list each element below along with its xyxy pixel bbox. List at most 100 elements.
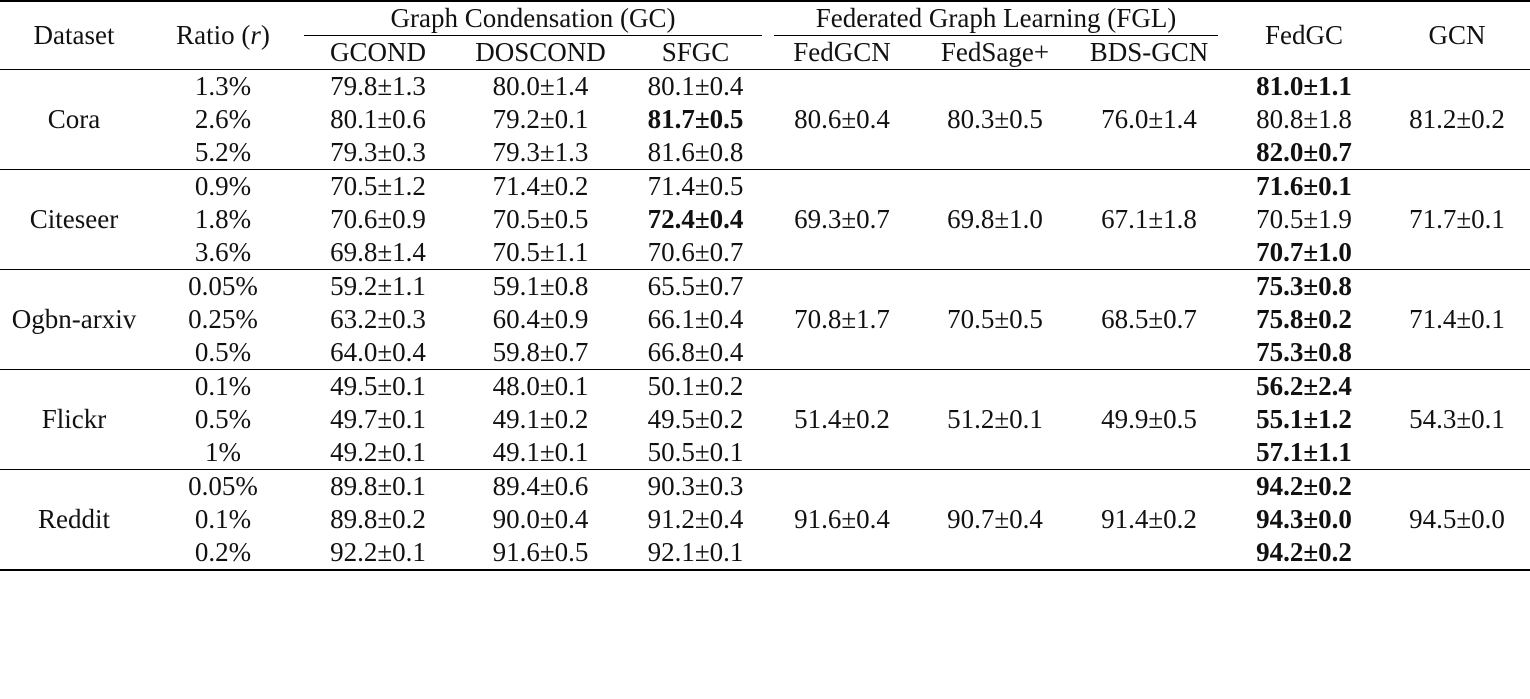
fedgc-cell-value: 56.2±2.4 [1256,371,1352,401]
gcond-cell-value: 64.0±0.4 [330,337,426,367]
gcond-cell-value: 89.8±0.2 [330,504,426,534]
doscond-cell: 48.0±0.1 49.1±0.2 49.1±0.1 [458,370,623,470]
bdsgcn-cell: 68.5±0.7 [1101,304,1197,334]
sfgc-cell-value: 49.5±0.2 [647,404,744,434]
ratio-cell: 0.9% 1.8% 3.6% [148,170,298,270]
header-gcn: GCN [1428,20,1486,50]
fedgc-cell: 94.2±0.2 94.3±0.0 94.2±0.2 [1224,470,1384,571]
sfgc-cell: 65.5±0.7 66.1±0.4 66.8±0.4 [623,270,768,370]
gcn-cell: 94.5±0.0 [1409,504,1505,534]
sfgc-cell-value: 92.1±0.1 [647,537,744,567]
doscond-cell-value: 89.4±0.6 [492,471,589,501]
ratio-cell-value: 1.8% [194,204,252,234]
header-gc-group-label: Graph Condensation (GC) [304,2,762,36]
table-row: Citeseer 0.9% 1.8% 3.6% 70.5±1.2 70.6±0.9 69.8… [0,170,1530,270]
gcond-cell-value: 49.5±0.1 [330,371,426,401]
header-fedgc: FedGC [1265,20,1344,50]
gcond-cell-value: 70.6±0.9 [330,204,426,234]
header-ratio: Ratio (r) [148,1,298,69]
fedgcn-cell: 80.6±0.4 [794,104,890,134]
sfgc-cell: 80.1±0.4 81.7±0.5 81.6±0.8 [623,70,768,170]
doscond-cell-value: 48.0±0.1 [492,371,589,401]
gcond-cell: 49.5±0.1 49.7±0.1 49.2±0.1 [298,370,458,470]
header-fgl-group-label: Federated Graph Learning (FGL) [774,2,1219,36]
sfgc-cell-value: 90.3±0.3 [647,471,744,501]
fedsage-cell: 69.8±1.0 [947,204,1043,234]
sfgc-cell-value: 66.8±0.4 [647,337,744,367]
fedgc-cell-value: 57.1±1.1 [1256,437,1352,467]
ratio-cell: 0.05% 0.25% 0.5% [148,270,298,370]
gcond-cell-value: 70.5±1.2 [330,171,426,201]
sfgc-cell-value: 72.4±0.4 [647,204,744,234]
dataset-cell: Cora [47,104,101,134]
header-bdsgcn: BDS-GCN [1089,37,1209,67]
gcond-cell-value: 49.2±0.1 [330,437,426,467]
sfgc-cell-value: 81.7±0.5 [647,104,744,134]
fedgcn-cell: 69.3±0.7 [794,204,890,234]
fedgc-cell-value: 71.6±0.1 [1256,171,1352,201]
sfgc-cell: 90.3±0.3 91.2±0.4 92.1±0.1 [623,470,768,571]
results-table: Dataset Ratio (r) Graph Condensation (GC… [0,1,1530,571]
gcond-cell: 89.8±0.1 89.8±0.2 92.2±0.1 [298,470,458,571]
doscond-cell: 89.4±0.6 90.0±0.4 91.6±0.5 [458,470,623,571]
sfgc-cell: 50.1±0.2 49.5±0.2 50.5±0.1 [623,370,768,470]
gcn-cell: 54.3±0.1 [1409,404,1505,434]
sfgc-cell-value: 65.5±0.7 [647,271,744,301]
fedgc-cell-value: 81.0±1.1 [1256,71,1352,101]
bdsgcn-cell: 91.4±0.2 [1101,504,1197,534]
table-row: Cora 1.3% 2.6% 5.2% 79.8±1.3 80.1±0.6 79.3±0.3… [0,70,1530,170]
ratio-cell: 0.1% 0.5% 1% [148,370,298,470]
gcond-cell-value: 89.8±0.1 [330,471,426,501]
dataset-cell: Reddit [38,504,110,534]
ratio-cell-value: 0.1% [194,371,252,401]
doscond-cell-value: 80.0±1.4 [492,71,589,101]
ratio-cell-value: 1.3% [194,71,252,101]
sfgc-cell-value: 81.6±0.8 [647,137,744,167]
ratio-cell-value: 2.6% [194,104,252,134]
ratio-cell-value: 0.25% [188,304,258,334]
table-body: Cora 1.3% 2.6% 5.2% 79.8±1.3 80.1±0.6 79.3±0.3… [0,70,1530,571]
fedgc-cell-value: 94.2±0.2 [1256,471,1352,501]
fedgc-cell-value: 75.8±0.2 [1256,304,1352,334]
ratio-cell-value: 3.6% [194,237,252,267]
doscond-cell-value: 49.1±0.2 [492,404,589,434]
fedgcn-cell: 70.8±1.7 [794,304,890,334]
sfgc-cell-value: 71.4±0.5 [647,171,744,201]
sfgc-cell: 71.4±0.5 72.4±0.4 70.6±0.7 [623,170,768,270]
fedgc-cell: 81.0±1.1 80.8±1.8 82.0±0.7 [1224,70,1384,170]
header-dataset: Dataset [33,20,115,50]
ratio-cell-value: 0.2% [194,537,252,567]
fedgc-cell-value: 80.8±1.8 [1256,104,1352,134]
ratio-cell-value: 1% [205,437,241,467]
gcond-cell-value: 80.1±0.6 [330,104,426,134]
ratio-cell: 1.3% 2.6% 5.2% [148,70,298,170]
doscond-cell-value: 71.4±0.2 [492,171,589,201]
gcond-cell-value: 49.7±0.1 [330,404,426,434]
bdsgcn-cell: 76.0±1.4 [1101,104,1197,134]
dataset-cell: Flickr [41,404,107,434]
header-sfgc: SFGC [661,37,730,67]
doscond-cell-value: 90.0±0.4 [492,504,589,534]
fedgcn-cell: 51.4±0.2 [794,404,890,434]
fedgc-cell-value: 75.3±0.8 [1256,337,1352,367]
gcond-cell-value: 59.2±1.1 [330,271,426,301]
gcond-cell: 79.8±1.3 80.1±0.6 79.3±0.3 [298,70,458,170]
ratio-cell-value: 0.5% [194,337,252,367]
ratio-cell-value: 0.05% [188,471,258,501]
gcn-cell: 81.2±0.2 [1409,104,1505,134]
fedgc-cell-value: 75.3±0.8 [1256,271,1352,301]
fedsage-cell: 80.3±0.5 [947,104,1043,134]
doscond-cell-value: 91.6±0.5 [492,537,589,567]
table-row: Ogbn-arxiv 0.05% 0.25% 0.5% 59.2±1.1 63.2±0.3… [0,270,1530,370]
sfgc-cell-value: 66.1±0.4 [647,304,744,334]
fedsage-cell: 70.5±0.5 [947,304,1043,334]
ratio-cell-value: 0.1% [194,504,252,534]
fedgcn-cell: 91.6±0.4 [794,504,890,534]
gcond-cell-value: 92.2±0.1 [330,537,426,567]
gcond-cell-value: 63.2±0.3 [330,304,426,334]
fedgc-cell-value: 94.3±0.0 [1256,504,1352,534]
fedgc-cell: 56.2±2.4 55.1±1.2 57.1±1.1 [1224,370,1384,470]
header-fedgcn: FedGCN [793,37,891,67]
gcond-cell: 70.5±1.2 70.6±0.9 69.8±1.4 [298,170,458,270]
